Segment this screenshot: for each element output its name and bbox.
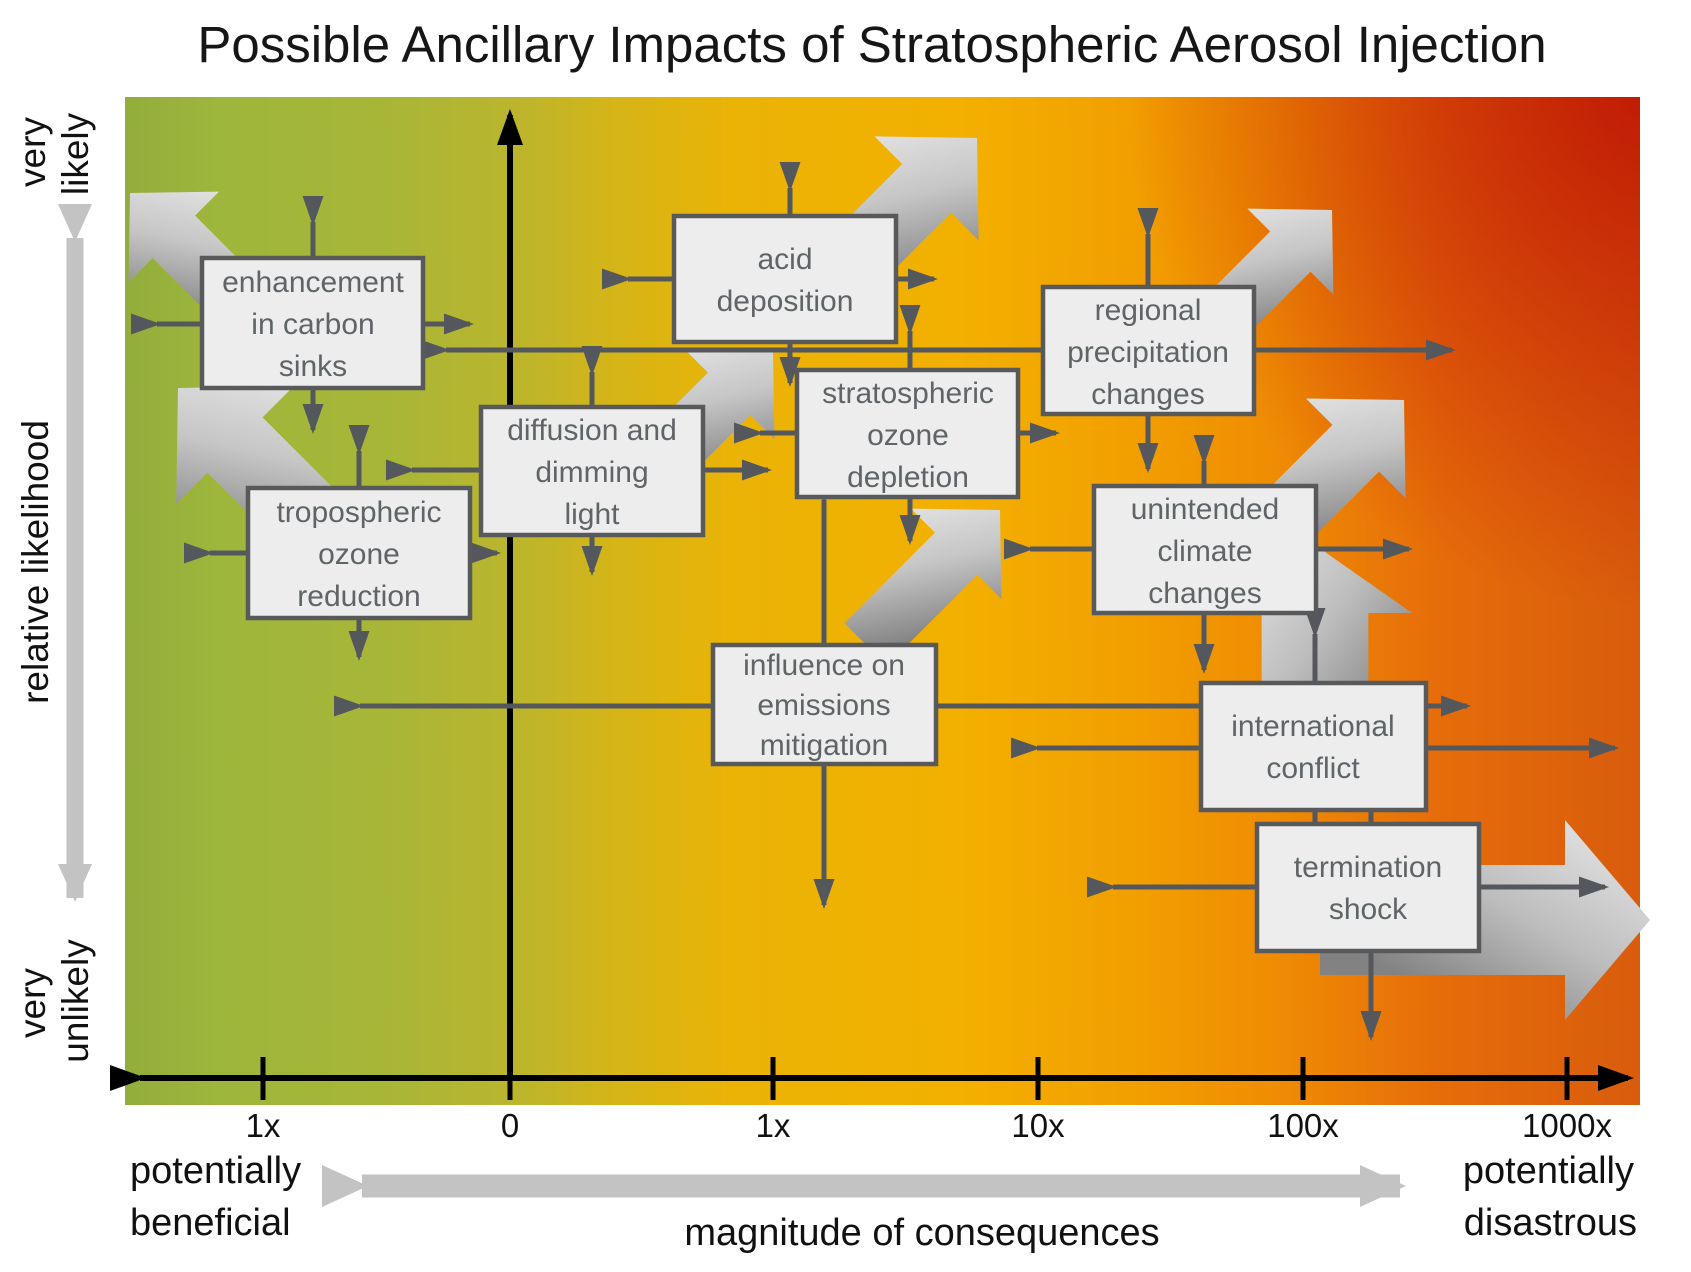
- impact-node: stratospheric ozone depletion: [794, 367, 1021, 500]
- x-axis-tick-labels: 1x 0 1x 10x 100x 1000x: [246, 1107, 1613, 1144]
- svg-text:1000x: 1000x: [1522, 1107, 1612, 1144]
- node-label: ozone: [867, 419, 949, 452]
- impact-node: enhancement in carbon sinks: [199, 255, 426, 391]
- node-label: tropospheric: [276, 496, 441, 529]
- impact-node: tropospheric ozone reduction: [245, 485, 473, 621]
- node-label: climate: [1157, 535, 1252, 568]
- x-axis-left-label: potentially: [130, 1150, 301, 1192]
- node-label: mitigation: [760, 729, 888, 762]
- impact-node: influence on emissions mitigation: [710, 642, 939, 767]
- x-axis-right-label: disastrous: [1464, 1202, 1637, 1244]
- impact-node: diffusion and dimming light: [478, 404, 706, 538]
- impact-node: regional precipitation changes: [1040, 284, 1257, 417]
- y-axis-top-label: likely: [55, 112, 96, 195]
- y-axis-bottom-label: unlikely: [55, 939, 96, 1063]
- impact-node: acid deposition: [671, 213, 899, 345]
- x-axis-left-label: beneficial: [130, 1202, 291, 1244]
- node-label: shock: [1329, 893, 1408, 926]
- node-label: unintended: [1131, 493, 1279, 526]
- node-label: deposition: [717, 285, 854, 318]
- y-axis-label: relative likelihood: [15, 420, 56, 704]
- node-label: termination: [1294, 851, 1442, 884]
- node-label: light: [564, 498, 620, 531]
- node-label: precipitation: [1067, 336, 1229, 369]
- node-label: depletion: [847, 461, 969, 494]
- svg-text:1x: 1x: [756, 1107, 791, 1144]
- node-label: in carbon: [251, 308, 374, 341]
- impact-node: termination shock: [1254, 821, 1482, 954]
- svg-text:0: 0: [501, 1107, 519, 1144]
- node-label: acid: [757, 243, 812, 276]
- node-label: regional: [1095, 294, 1202, 327]
- svg-text:100x: 100x: [1267, 1107, 1339, 1144]
- impact-node: international conflict: [1198, 680, 1429, 813]
- page-title: Possible Ancillary Impacts of Stratosphe…: [197, 16, 1546, 73]
- node-label: stratospheric: [822, 377, 994, 410]
- node-label: dimming: [535, 456, 648, 489]
- node-label: influence on: [743, 649, 905, 682]
- node-label: ozone: [318, 538, 400, 571]
- y-axis-bottom-label: very: [12, 968, 53, 1038]
- node-label: changes: [1148, 577, 1261, 610]
- x-axis-right-label: potentially: [1463, 1150, 1634, 1192]
- node-label: diffusion and: [507, 414, 677, 447]
- impact-node: unintended climate changes: [1091, 483, 1319, 616]
- node-label: reduction: [297, 580, 420, 613]
- y-axis-top-label: very: [12, 117, 53, 187]
- node-label: sinks: [279, 350, 347, 383]
- node-label: conflict: [1266, 752, 1360, 785]
- node-label: changes: [1091, 378, 1204, 411]
- x-axis-label: magnitude of consequences: [684, 1212, 1159, 1254]
- node-label: international: [1231, 710, 1394, 743]
- svg-text:10x: 10x: [1011, 1107, 1065, 1144]
- node-label: enhancement: [222, 266, 404, 299]
- axis-tickmarks: [260, 1057, 1570, 1100]
- node-label: emissions: [757, 689, 890, 722]
- svg-text:1x: 1x: [246, 1107, 281, 1144]
